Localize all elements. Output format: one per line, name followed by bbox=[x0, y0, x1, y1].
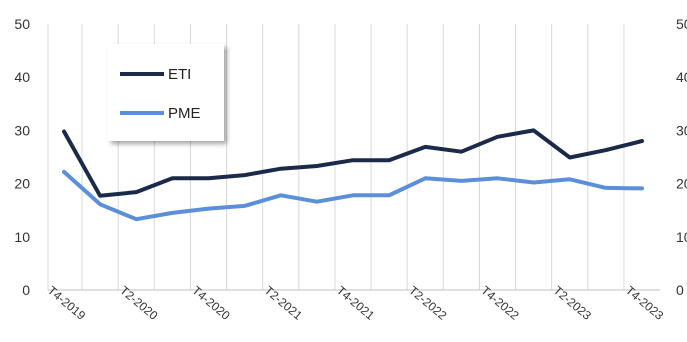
y-tick-label-left: 10 bbox=[14, 229, 30, 245]
y-axis-left: 0 10 20 30 40 50 bbox=[14, 16, 30, 298]
x-tick-label: T4-2023 bbox=[623, 283, 666, 323]
y-tick-label-left: 20 bbox=[14, 176, 30, 192]
y-tick-label-left: 0 bbox=[22, 282, 30, 298]
x-axis: T4-2019 T2-2020 T4-2020 T2-2021 T4-2021 T2-20… bbox=[45, 283, 666, 323]
y-tick-label-right: 10 bbox=[676, 229, 687, 245]
y-tick-label-left: 30 bbox=[14, 122, 30, 138]
y-tick-label-right: 0 bbox=[676, 282, 684, 298]
series-lines bbox=[62, 128, 644, 222]
legend-label-pme: PME bbox=[168, 105, 201, 122]
series-line-eti bbox=[62, 128, 644, 198]
y-tick-label-left: 40 bbox=[14, 69, 30, 85]
legend: ETI PME bbox=[108, 44, 224, 141]
legend-box bbox=[108, 44, 224, 141]
gridlines bbox=[47, 24, 660, 291]
series-line-pme bbox=[62, 169, 644, 222]
y-tick-label-right: 20 bbox=[676, 176, 687, 192]
y-axis-right: 0 10 20 30 40 50 bbox=[676, 16, 687, 298]
legend-label-eti: ETI bbox=[168, 66, 191, 83]
y-tick-label-right: 40 bbox=[676, 69, 687, 85]
y-tick-label-right: 50 bbox=[676, 16, 687, 32]
y-tick-label-right: 30 bbox=[676, 122, 687, 138]
y-tick-label-left: 50 bbox=[14, 16, 30, 32]
